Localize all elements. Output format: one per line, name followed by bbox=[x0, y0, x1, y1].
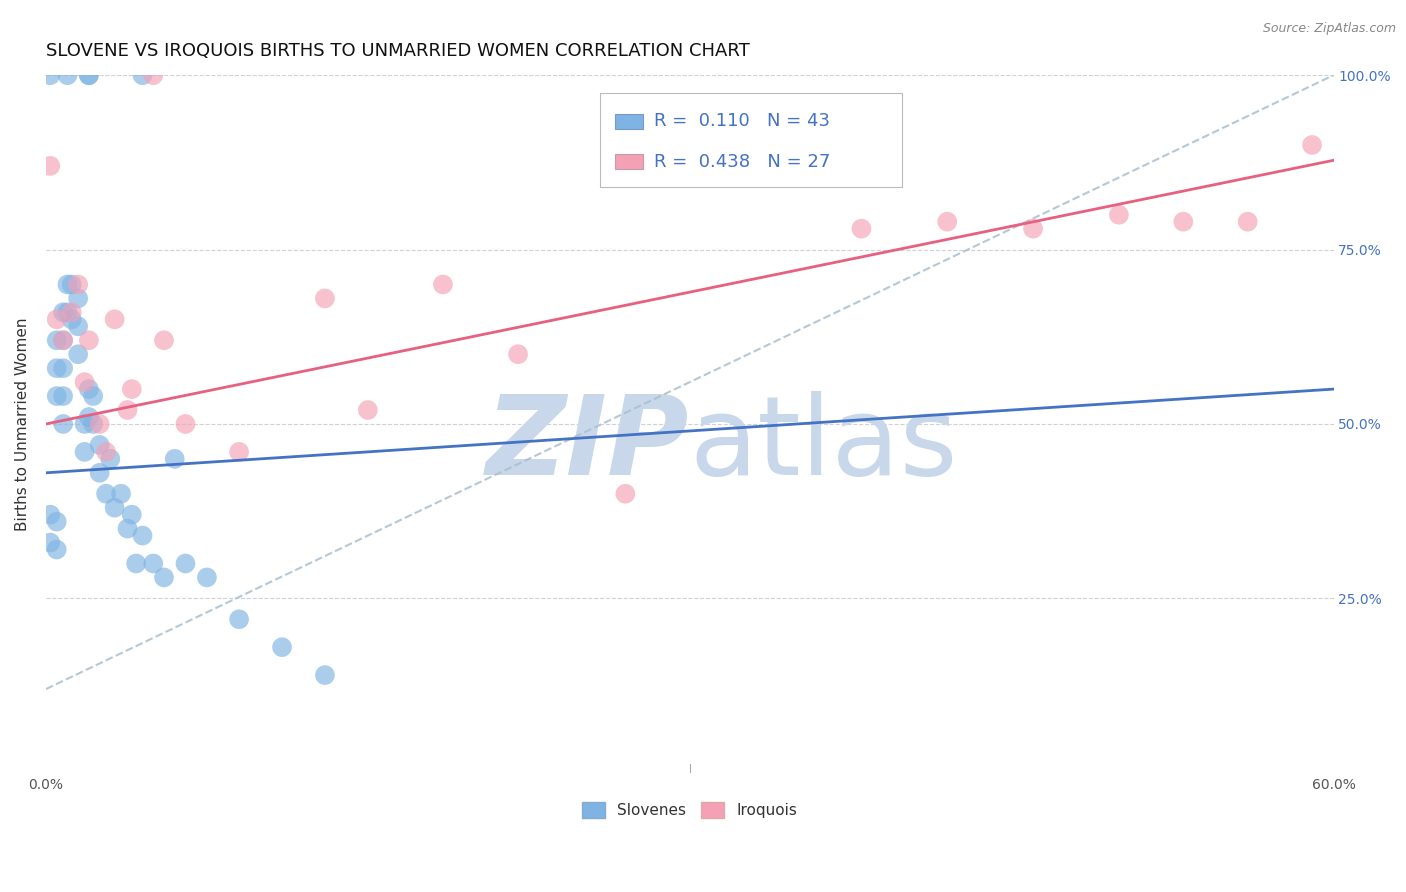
Point bbox=[195, 570, 218, 584]
Point bbox=[60, 312, 83, 326]
Point bbox=[39, 68, 62, 82]
Point bbox=[82, 389, 104, 403]
FancyBboxPatch shape bbox=[614, 113, 644, 129]
Point bbox=[89, 438, 111, 452]
Text: ZIP: ZIP bbox=[486, 392, 690, 499]
Y-axis label: Births to Unmarried Women: Births to Unmarried Women bbox=[15, 318, 30, 531]
Point bbox=[110, 487, 132, 501]
Point bbox=[228, 612, 250, 626]
Point bbox=[45, 361, 67, 376]
Point bbox=[67, 319, 90, 334]
Point bbox=[1173, 215, 1195, 229]
FancyBboxPatch shape bbox=[599, 93, 903, 186]
Point bbox=[121, 382, 143, 396]
Point bbox=[89, 466, 111, 480]
Point bbox=[153, 333, 176, 347]
Point bbox=[73, 417, 96, 431]
Point bbox=[432, 277, 454, 292]
Point bbox=[174, 417, 197, 431]
Point bbox=[77, 68, 100, 82]
Point bbox=[52, 333, 75, 347]
Point bbox=[314, 668, 336, 682]
Point bbox=[60, 277, 83, 292]
Text: R =  0.438   N = 27: R = 0.438 N = 27 bbox=[654, 153, 830, 170]
Point bbox=[94, 487, 117, 501]
Point bbox=[357, 403, 380, 417]
Point bbox=[56, 305, 79, 319]
Point bbox=[82, 417, 104, 431]
Point bbox=[121, 508, 143, 522]
Text: SLOVENE VS IROQUOIS BIRTHS TO UNMARRIED WOMEN CORRELATION CHART: SLOVENE VS IROQUOIS BIRTHS TO UNMARRIED … bbox=[46, 42, 749, 60]
Point bbox=[1022, 221, 1045, 235]
Point bbox=[131, 68, 153, 82]
Point bbox=[153, 570, 176, 584]
Point bbox=[1236, 215, 1258, 229]
Point bbox=[1108, 208, 1130, 222]
Point bbox=[67, 347, 90, 361]
Point bbox=[94, 445, 117, 459]
Point bbox=[936, 215, 959, 229]
Point bbox=[163, 451, 186, 466]
Point bbox=[314, 292, 336, 306]
Point bbox=[1301, 138, 1323, 153]
Legend: Slovenes, Iroquois: Slovenes, Iroquois bbox=[576, 797, 804, 824]
Point bbox=[45, 333, 67, 347]
Point bbox=[851, 221, 873, 235]
Point bbox=[271, 640, 294, 655]
Point bbox=[142, 557, 165, 571]
Point bbox=[39, 159, 62, 173]
Point bbox=[52, 389, 75, 403]
Point bbox=[56, 68, 79, 82]
Point bbox=[45, 389, 67, 403]
Point bbox=[174, 557, 197, 571]
Point bbox=[98, 451, 121, 466]
Point bbox=[117, 403, 139, 417]
Point bbox=[104, 500, 127, 515]
Point bbox=[131, 528, 153, 542]
Point bbox=[39, 535, 62, 549]
Point bbox=[117, 522, 139, 536]
Point bbox=[77, 68, 100, 82]
Point bbox=[77, 333, 100, 347]
Point bbox=[104, 312, 127, 326]
Point bbox=[67, 292, 90, 306]
FancyBboxPatch shape bbox=[614, 154, 644, 169]
Text: atlas: atlas bbox=[690, 392, 959, 499]
Point bbox=[52, 333, 75, 347]
Point bbox=[52, 361, 75, 376]
Point bbox=[45, 312, 67, 326]
Point bbox=[56, 277, 79, 292]
Point bbox=[614, 487, 637, 501]
Point bbox=[77, 382, 100, 396]
Text: R =  0.110   N = 43: R = 0.110 N = 43 bbox=[654, 112, 830, 130]
Point bbox=[228, 445, 250, 459]
Point bbox=[52, 305, 75, 319]
Point bbox=[125, 557, 148, 571]
Text: Source: ZipAtlas.com: Source: ZipAtlas.com bbox=[1263, 22, 1396, 36]
Point bbox=[45, 515, 67, 529]
Point bbox=[39, 508, 62, 522]
Point bbox=[77, 409, 100, 424]
Point bbox=[45, 542, 67, 557]
Point bbox=[60, 305, 83, 319]
Point bbox=[73, 445, 96, 459]
Point bbox=[73, 375, 96, 389]
Point bbox=[506, 347, 529, 361]
Point bbox=[142, 68, 165, 82]
Point bbox=[52, 417, 75, 431]
Point bbox=[89, 417, 111, 431]
Point bbox=[67, 277, 90, 292]
